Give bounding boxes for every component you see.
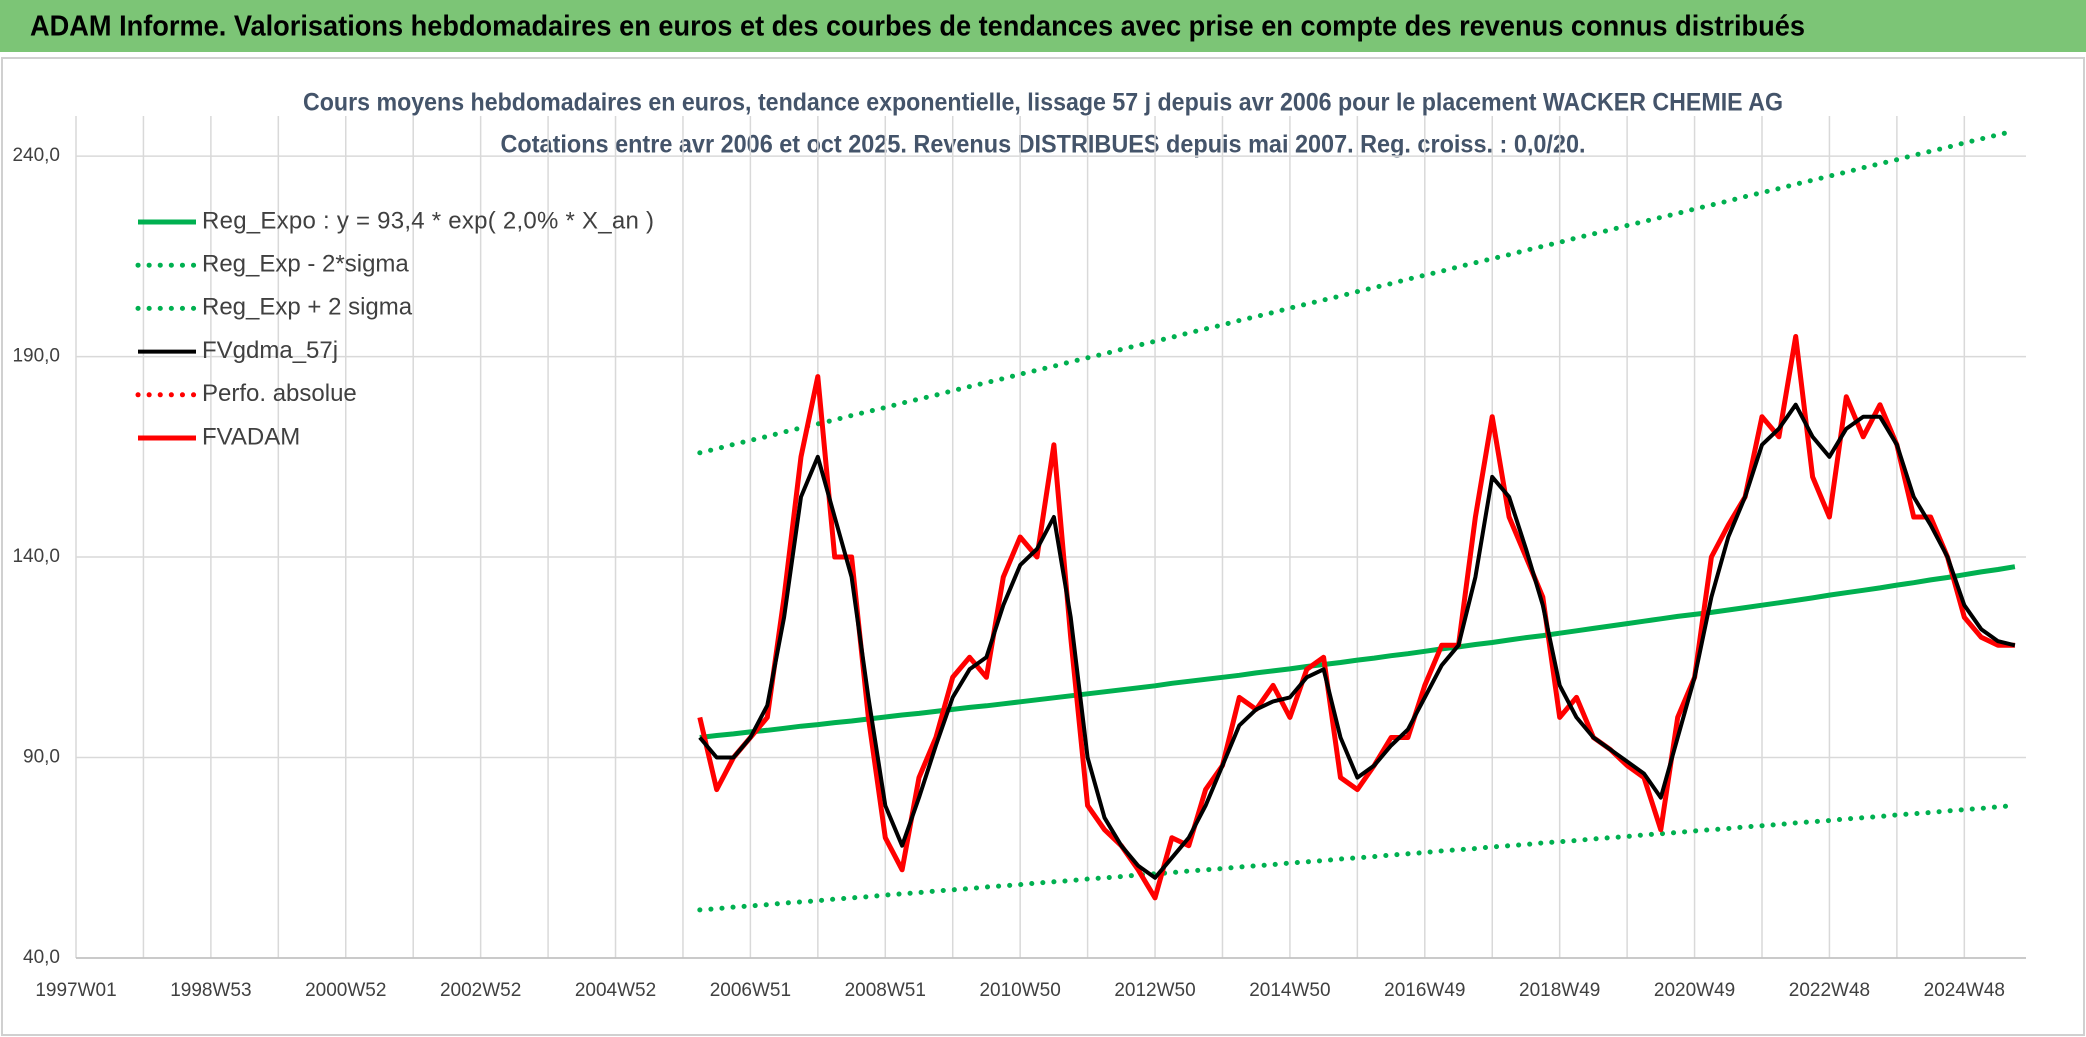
x-tick-label: 2012W50 — [1114, 980, 1195, 1001]
x-tick-label: 2014W50 — [1249, 980, 1330, 1001]
legend-label: FVADAM — [202, 423, 300, 450]
x-tick-label: 1997W01 — [35, 980, 116, 1001]
y-tick-label: 190,0 — [12, 346, 60, 367]
y-tick-label: 140,0 — [12, 546, 60, 567]
page-title: ADAM Informe. Valorisations hebdomadaire… — [30, 11, 1805, 43]
series-line — [698, 402, 2016, 880]
legend-label: Reg_Exp + 2 sigma — [202, 294, 413, 321]
x-tick-label: 2022W48 — [1789, 980, 1870, 1001]
chart-title: Cours moyens hebdomadaires en euros, ten… — [303, 89, 1783, 117]
legend-label: Perfo. absolue — [202, 380, 357, 407]
y-tick-label: 40,0 — [23, 947, 60, 968]
series-line — [697, 334, 2015, 901]
x-tick-label: 2006W51 — [710, 980, 791, 1001]
x-tick-label: 2010W50 — [979, 980, 1060, 1001]
series-line — [697, 128, 2018, 456]
x-tick-label: 2002W52 — [440, 980, 521, 1001]
chart-subtitle: Cotations entre avr 2006 et oct 2025. Re… — [501, 131, 1586, 159]
y-tick-label: 90,0 — [23, 747, 60, 768]
legend-label: Reg_Expo : y = 93,4 * exp( 2,0% * X_an ) — [202, 207, 654, 234]
chart-frame — [1, 57, 2085, 1036]
x-tick-label: 2024W48 — [1924, 980, 2005, 1001]
x-tick-label: 2018W49 — [1519, 980, 1600, 1001]
series-line — [697, 803, 2018, 913]
x-tick-label: 2020W49 — [1654, 980, 1735, 1001]
y-tick-label: 240,0 — [12, 145, 60, 166]
x-tick-label: 2004W52 — [575, 980, 656, 1001]
x-tick-label: 2016W49 — [1384, 980, 1465, 1001]
x-tick-label: 2008W51 — [845, 980, 926, 1001]
legend-label: FVgdma_57j — [202, 337, 338, 364]
header-band — [0, 0, 2086, 52]
legend-label: Reg_Exp - 2*sigma — [202, 251, 409, 278]
x-tick-label: 2000W52 — [305, 980, 386, 1001]
x-tick-label: 1998W53 — [170, 980, 251, 1001]
series-line — [699, 564, 2016, 740]
